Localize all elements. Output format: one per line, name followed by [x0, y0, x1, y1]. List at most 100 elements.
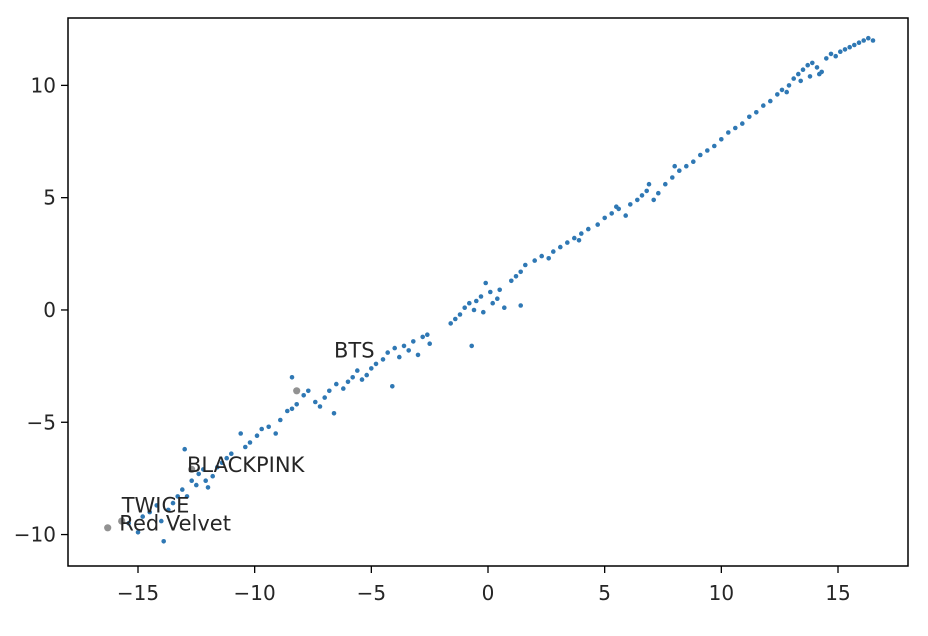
- data-point: [663, 181, 668, 187]
- data-point: [390, 384, 395, 389]
- data-point: [203, 478, 208, 484]
- data-point: [810, 60, 815, 66]
- data-point: [301, 393, 307, 398]
- annotation-label: BTS: [334, 338, 375, 362]
- x-tick-label: −5: [357, 581, 386, 605]
- data-point: [635, 197, 640, 203]
- data-point: [656, 190, 661, 196]
- data-point: [838, 49, 843, 54]
- data-point: [474, 298, 479, 304]
- data-point: [509, 278, 514, 284]
- x-tick-label: 0: [482, 581, 495, 605]
- data-point: [814, 65, 820, 70]
- data-point: [483, 280, 489, 286]
- data-point: [341, 386, 346, 391]
- data-point: [243, 444, 248, 450]
- data-point: [420, 334, 426, 340]
- data-point: [614, 204, 619, 209]
- data-point: [481, 309, 486, 315]
- data-point: [306, 388, 311, 394]
- data-point: [805, 62, 810, 68]
- data-point: [184, 494, 190, 499]
- annotation-label: BLACKPINK: [187, 453, 306, 477]
- data-point: [852, 42, 857, 48]
- data-point: [247, 440, 253, 445]
- data-point: [712, 143, 717, 149]
- data-point: [210, 473, 215, 479]
- data-point: [572, 235, 577, 241]
- data-point: [754, 110, 759, 115]
- data-point: [677, 168, 682, 173]
- data-point: [331, 411, 337, 416]
- data-point: [159, 518, 164, 524]
- data-point: [870, 38, 876, 43]
- data-point: [532, 258, 537, 263]
- data-point: [469, 343, 475, 349]
- data-point: [539, 253, 544, 259]
- data-point: [546, 255, 551, 261]
- data-point: [175, 494, 180, 499]
- data-point: [768, 98, 773, 104]
- data-point: [135, 530, 141, 535]
- data-point: [513, 274, 519, 279]
- data-point: [278, 417, 283, 423]
- data-point: [317, 404, 323, 409]
- data-point: [350, 375, 356, 380]
- data-point: [411, 339, 416, 344]
- data-point: [609, 211, 614, 216]
- data-point: [518, 303, 523, 308]
- y-tick-label: −10: [14, 523, 56, 547]
- data-point: [518, 269, 523, 275]
- data-point: [817, 71, 822, 77]
- data-point: [705, 148, 710, 153]
- data-point: [397, 354, 402, 360]
- y-tick-label: −5: [27, 410, 56, 434]
- data-point: [595, 222, 600, 227]
- data-point: [579, 231, 584, 236]
- data-point: [586, 226, 591, 232]
- data-point: [259, 426, 265, 432]
- data-point: [558, 244, 563, 250]
- data-point: [651, 197, 656, 203]
- data-point: [747, 114, 752, 120]
- data-point: [224, 455, 229, 461]
- data-point: [471, 307, 477, 313]
- data-point: [791, 76, 796, 81]
- data-point: [170, 500, 176, 506]
- data-point: [761, 103, 766, 108]
- data-point: [313, 399, 318, 405]
- data-point: [154, 503, 159, 508]
- x-tick-label: 10: [709, 581, 734, 605]
- data-point: [427, 341, 433, 347]
- data-point: [698, 152, 703, 158]
- data-point: [866, 35, 871, 41]
- data-point: [786, 83, 792, 88]
- data-point: [392, 345, 398, 351]
- data-point: [670, 175, 675, 180]
- data-point: [523, 262, 528, 268]
- data-point: [639, 193, 645, 198]
- data-point: [602, 215, 607, 221]
- annotated-point: [188, 465, 196, 473]
- data-point: [380, 357, 386, 362]
- annotation-label: Red Velvet: [119, 511, 231, 535]
- data-point: [294, 402, 300, 407]
- data-point: [364, 372, 370, 378]
- data-point: [623, 213, 628, 218]
- data-point: [565, 240, 570, 245]
- data-point: [644, 188, 649, 194]
- data-point: [327, 388, 332, 394]
- data-point: [453, 316, 458, 322]
- y-tick-label: 5: [43, 186, 56, 210]
- data-point: [406, 348, 412, 353]
- data-point: [628, 202, 633, 207]
- data-point: [462, 305, 468, 311]
- data-point: [166, 507, 171, 513]
- annotated-point: [104, 524, 112, 532]
- data-point: [182, 446, 187, 452]
- data-point: [215, 464, 220, 470]
- data-point: [779, 87, 785, 93]
- data-point: [425, 332, 430, 338]
